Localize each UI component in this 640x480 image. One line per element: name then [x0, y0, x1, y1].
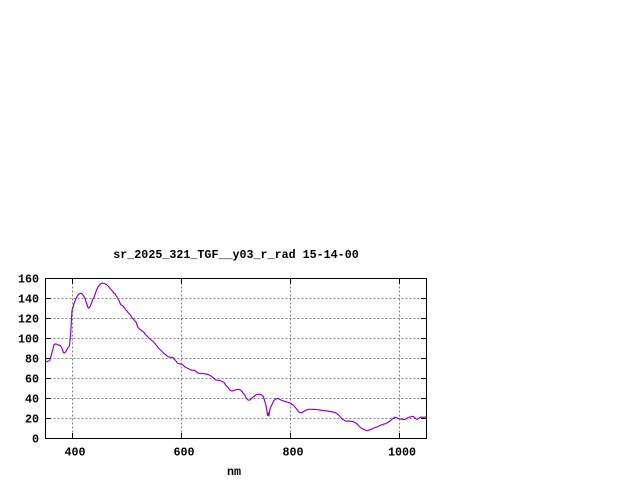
svg-text:40: 40 [25, 393, 39, 407]
svg-text:100: 100 [18, 333, 39, 347]
svg-text:600: 600 [173, 446, 194, 460]
svg-text:sr_2025_321_TGF__y03_r_rad 15-: sr_2025_321_TGF__y03_r_rad 15-14-00 [113, 248, 358, 262]
svg-text:0: 0 [32, 433, 39, 447]
svg-text:20: 20 [25, 413, 39, 427]
svg-text:60: 60 [25, 373, 39, 387]
svg-text:120: 120 [18, 313, 39, 327]
svg-text:80: 80 [25, 353, 39, 367]
svg-text:nm: nm [227, 465, 241, 479]
svg-text:140: 140 [18, 293, 39, 307]
svg-text:1000: 1000 [388, 446, 416, 460]
svg-text:160: 160 [18, 273, 39, 287]
svg-text:800: 800 [282, 446, 303, 460]
svg-text:400: 400 [64, 446, 85, 460]
